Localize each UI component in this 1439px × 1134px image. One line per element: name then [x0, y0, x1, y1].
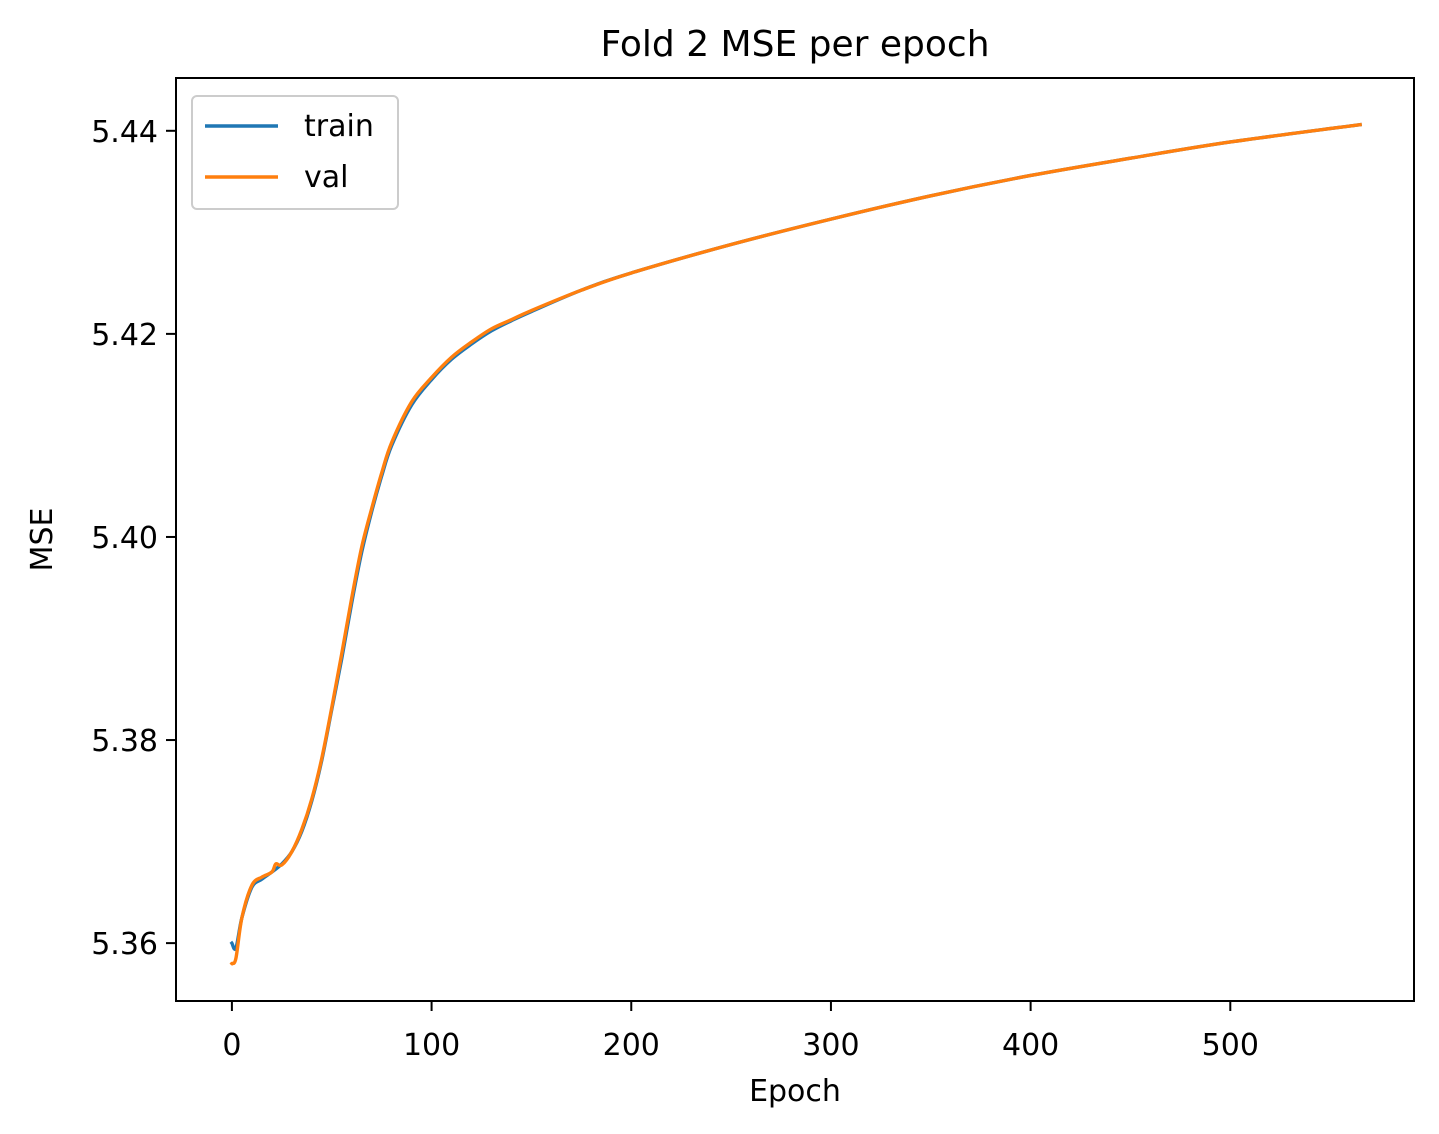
y-tick-label: 5.38 [91, 724, 158, 759]
plot-frame [175, 77, 1415, 1002]
series-line-val [229, 122, 1362, 966]
legend-label-val: val [304, 160, 348, 195]
x-tick-label: 400 [1002, 1028, 1059, 1063]
x-tick-label: 200 [603, 1028, 660, 1063]
x-tick-label: 500 [1202, 1028, 1259, 1063]
chart-title: Fold 2 MSE per epoch [600, 24, 989, 65]
x-axis-ticks: 0 100 200 300 400 500 [222, 1001, 1259, 1063]
plot-lines [229, 122, 1362, 966]
y-tick-label: 5.40 [91, 521, 158, 556]
y-axis-label: MSE [25, 508, 60, 572]
y-tick-label: 5.44 [91, 115, 158, 150]
x-tick-label: 300 [802, 1028, 859, 1063]
y-axis-ticks: 5.36 5.38 5.40 5.42 5.44 [91, 115, 176, 962]
legend-label-train: train [304, 109, 374, 144]
legend-box [191, 95, 399, 210]
x-axis-label: Epoch [749, 1074, 841, 1109]
legend: train val [191, 95, 399, 210]
x-tick-label: 0 [222, 1028, 241, 1063]
y-tick-label: 5.36 [91, 927, 158, 962]
x-tick-label: 100 [403, 1028, 460, 1063]
y-tick-label: 5.42 [91, 318, 158, 353]
